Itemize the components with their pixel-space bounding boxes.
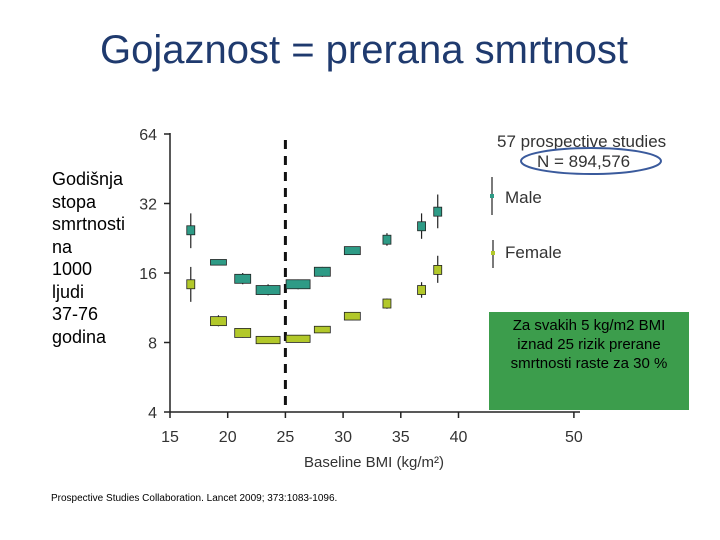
y-tick-label: 16 [139, 266, 157, 283]
estimate-box [417, 221, 426, 232]
x-tick-label: 25 [277, 429, 295, 446]
x-tick-label: 40 [450, 429, 468, 446]
estimate-box [285, 279, 311, 290]
point-male [382, 233, 392, 246]
estimate-box [343, 246, 361, 256]
source-citation: Prospective Studies Collaboration. Lance… [51, 493, 338, 504]
point-male [255, 284, 281, 296]
estimate-box [210, 316, 227, 327]
point-female [210, 315, 227, 327]
point-male [210, 259, 227, 266]
x-tick-label: 50 [565, 429, 583, 446]
estimate-box [255, 335, 281, 345]
point-male [285, 279, 311, 290]
estimate-box [417, 285, 426, 295]
point-female [382, 298, 392, 309]
estimate-box [234, 273, 252, 284]
point-female [433, 255, 443, 283]
page-title: Gojaznost = prerana smrtnost [99, 28, 629, 72]
point-female [313, 325, 331, 334]
note-box: Za svakih 5 kg/m2 BMI iznad 25 rizik pre… [489, 312, 689, 410]
estimate-box [433, 265, 443, 275]
x-tick-label: 20 [219, 429, 237, 446]
y-tick-label: 8 [148, 336, 157, 353]
point-male [417, 213, 426, 239]
point-female [255, 335, 281, 345]
legend-female-symbol [491, 240, 495, 268]
estimate-box [382, 234, 392, 245]
x-tick-label: 30 [334, 429, 352, 446]
legend-male-symbol [490, 177, 494, 215]
y-description-line: na [52, 236, 73, 257]
point-male [234, 273, 252, 285]
y-tick-label: 32 [139, 197, 157, 214]
x-tick-label: 35 [392, 429, 410, 446]
estimate-box [313, 266, 331, 277]
point-female [417, 282, 426, 298]
estimate-box [234, 328, 252, 338]
y-description-line: Godišnja [52, 169, 124, 189]
legend-header-n: N = 894,576 [537, 152, 630, 171]
estimate-box [382, 298, 392, 309]
x-axis-label: Baseline BMI (kg/m²) [304, 454, 444, 471]
estimate-box [255, 285, 281, 295]
point-female [186, 266, 196, 302]
y-description-line: stopa [52, 191, 97, 212]
y-description-line: smrtnosti [52, 214, 126, 234]
y-tick-label: 4 [148, 405, 157, 422]
estimate-box [210, 259, 227, 266]
point-female [234, 328, 252, 338]
y-description-line: godina [52, 326, 107, 347]
point-male [313, 266, 331, 277]
estimate-box [186, 225, 196, 236]
legend-header-studies: 57 prospective studies [497, 132, 666, 151]
estimate-box [313, 325, 331, 334]
point-male [433, 194, 443, 229]
point-male [343, 246, 361, 256]
legend-highlight-ellipse [520, 147, 662, 175]
y-axis-description: Godišnja stopa smrtnosti na 1000 ljudi 37-76 go… [52, 168, 152, 348]
y-tick-label: 64 [139, 127, 157, 144]
y-description-line: ljudi [52, 281, 85, 302]
point-female [343, 311, 361, 321]
estimate-box [433, 206, 443, 217]
legend-male-label: Male [505, 188, 542, 207]
estimate-box [285, 334, 311, 343]
legend-female-label: Female [505, 243, 562, 262]
x-tick-label: 15 [161, 429, 179, 446]
point-female [285, 334, 311, 343]
y-description-line: 37-76 [52, 304, 99, 324]
y-description-line: 1000 [52, 259, 93, 279]
point-male [186, 213, 196, 249]
estimate-box [186, 279, 196, 290]
estimate-box [343, 311, 361, 321]
